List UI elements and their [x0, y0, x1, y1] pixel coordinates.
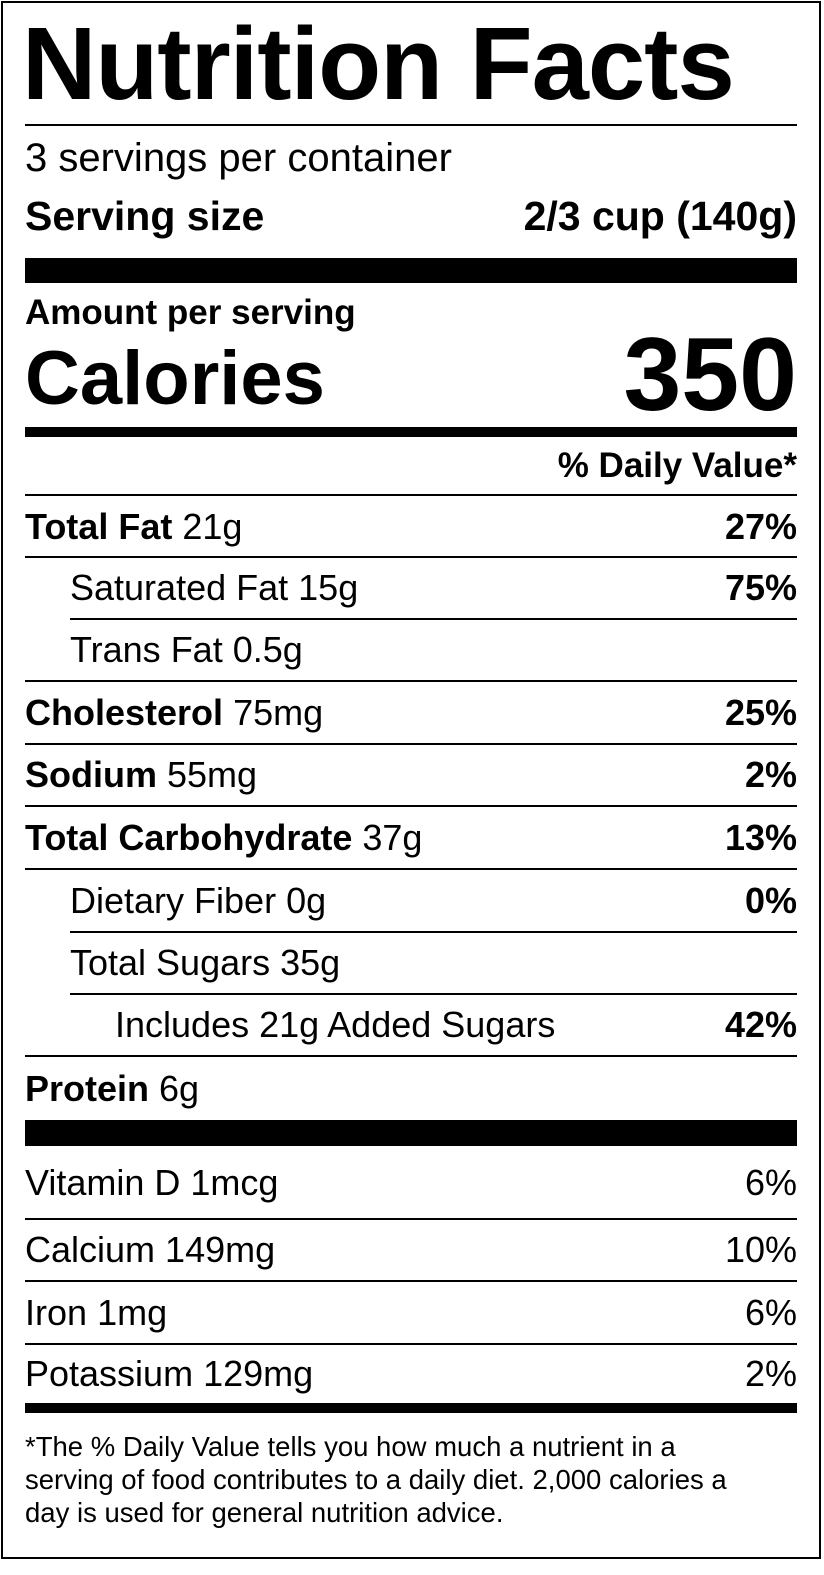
vitamin-text: Vitamin D 1mcg — [25, 1162, 278, 1204]
vitamin-name: Iron — [25, 1291, 88, 1333]
vitamin-amount: 129mg — [203, 1353, 314, 1394]
nutrient-text: Total Fat 21g — [25, 506, 242, 548]
nutrient-row: Includes 21g Added Sugars 42% — [25, 995, 797, 1055]
nutrient-name: Cholesterol — [25, 691, 224, 733]
nutrient-amount: 6g — [159, 1067, 200, 1109]
medium-bar — [25, 1403, 797, 1413]
nutrient-amount: 15g — [298, 567, 359, 608]
rule — [25, 868, 797, 870]
nutrient-amount: 37g — [362, 816, 423, 858]
rule — [25, 680, 797, 682]
thick-bar — [25, 1120, 797, 1146]
nutrient-text: Cholesterol 75mg — [25, 692, 323, 734]
vitamin-name: Vitamin D — [25, 1162, 181, 1203]
nutrient-text: Saturated Fat 15g — [25, 567, 358, 609]
calories-label: Calories — [25, 336, 325, 421]
amount-per-serving: Amount per serving — [25, 293, 356, 332]
vitamin-dv: 6% — [744, 1162, 797, 1203]
calories-value: 350 — [623, 317, 797, 433]
nutrient-name: Sodium — [25, 754, 157, 795]
footnote-line: *The % Daily Value tells you how much a … — [25, 1431, 676, 1462]
nutrient-row: Total Sugars 35g — [25, 933, 797, 993]
nutrient-text: Protein 6g — [25, 1068, 199, 1110]
nutrient-name: Total Carbohydrate — [25, 816, 353, 858]
serving-size-label: Serving size — [25, 192, 265, 239]
rule — [25, 494, 797, 496]
nutrient-name: Total Fat — [25, 505, 173, 547]
vitamin-text: Potassium 129mg — [25, 1353, 313, 1395]
nutrient-amount: 0g — [286, 879, 327, 921]
footnote: *The % Daily Value tells you how much a … — [25, 1430, 727, 1529]
nutrient-row: Trans Fat 0.5g — [25, 620, 797, 680]
vitamin-dv: 10% — [724, 1229, 797, 1270]
nutrient-dv: 42% — [724, 1004, 797, 1045]
rule — [25, 1280, 797, 1282]
rule — [25, 1218, 797, 1220]
nutrient-row: Total Fat 21g 27% — [25, 497, 797, 556]
vitamin-name: Calcium — [25, 1229, 156, 1270]
medium-bar — [25, 427, 797, 437]
vitamin-row: Calcium 149mg 10% — [25, 1220, 797, 1280]
vitamin-row: Vitamin D 1mcg 6% — [25, 1148, 797, 1218]
vitamin-dv: 6% — [744, 1291, 797, 1333]
nutrient-text: Dietary Fiber 0g — [25, 880, 326, 922]
vitamin-amount: 1mcg — [190, 1162, 279, 1203]
nutrient-text: Trans Fat 0.5g — [25, 629, 303, 671]
nutrient-row: Dietary Fiber 0g 0% — [25, 870, 797, 931]
nutrient-row: Sodium 55mg 2% — [25, 745, 797, 805]
rule — [25, 1343, 797, 1345]
nutrient-text: Sodium 55mg — [25, 754, 257, 796]
nutrient-amount: 21g — [182, 505, 243, 547]
nutrient-row: Cholesterol 75mg 25% — [25, 682, 797, 743]
nutrient-dv: 2% — [744, 754, 797, 795]
nutrient-dv: 27% — [724, 505, 797, 547]
vitamin-amount: 149mg — [165, 1229, 276, 1270]
rule — [25, 743, 797, 745]
vitamin-row: Potassium 129mg 2% — [25, 1345, 797, 1403]
thick-bar — [25, 258, 797, 283]
nutrient-name: Trans Fat — [70, 629, 223, 670]
nutrient-name: Protein — [25, 1067, 150, 1109]
nutrient-name: Total Sugars — [70, 942, 271, 983]
daily-value-header: % Daily Value* — [557, 446, 797, 485]
nutrient-row: Total Carbohydrate 37g 13% — [25, 807, 797, 868]
serving-size-value: 2/3 cup (140g) — [523, 192, 797, 239]
footnote-line: serving of food contributes to a daily d… — [25, 1464, 727, 1495]
nutrient-text: Total Sugars 35g — [25, 942, 340, 984]
servings: 3 servings per container — [25, 136, 452, 180]
nutrient-text: Includes 21g Added Sugars — [25, 1004, 555, 1046]
nutrient-dv: 75% — [724, 567, 797, 608]
vitamin-name: Potassium — [25, 1353, 194, 1394]
vitamin-amount: 1mg — [97, 1291, 168, 1333]
rule — [25, 124, 797, 126]
rule — [70, 618, 797, 620]
rule — [25, 1055, 797, 1057]
nutrient-name: Includes 21g Added Sugars — [115, 1004, 556, 1045]
vitamin-dv: 2% — [744, 1353, 797, 1394]
vitamin-row: Iron 1mg 6% — [25, 1282, 797, 1343]
serving-size-row: Serving size 2/3 cup (140g) — [25, 190, 797, 242]
nutrient-name: Dietary Fiber — [70, 879, 277, 921]
rule — [70, 993, 797, 995]
nutrient-amount: 55mg — [167, 754, 258, 795]
vitamin-text: Iron 1mg — [25, 1292, 167, 1334]
nutrient-row: Protein 6g — [25, 1057, 797, 1120]
vitamin-text: Calcium 149mg — [25, 1229, 275, 1271]
nutrient-dv: 0% — [744, 879, 797, 921]
title: Nutrition Facts — [22, 6, 735, 121]
nutrient-amount: 0.5g — [232, 629, 303, 670]
footnote-line: day is used for general nutrition advice… — [25, 1497, 504, 1528]
rule — [25, 556, 797, 558]
nutrient-amount: 75mg — [233, 691, 324, 733]
nutrient-name: Saturated Fat — [70, 567, 289, 608]
nutrient-amount: 35g — [280, 942, 341, 983]
nutrient-text: Total Carbohydrate 37g — [25, 817, 422, 859]
rule — [25, 805, 797, 807]
rule — [70, 931, 797, 933]
nutrient-row: Saturated Fat 15g 75% — [25, 558, 797, 618]
nutrient-dv: 25% — [724, 691, 797, 733]
nutrient-dv: 13% — [724, 816, 797, 858]
